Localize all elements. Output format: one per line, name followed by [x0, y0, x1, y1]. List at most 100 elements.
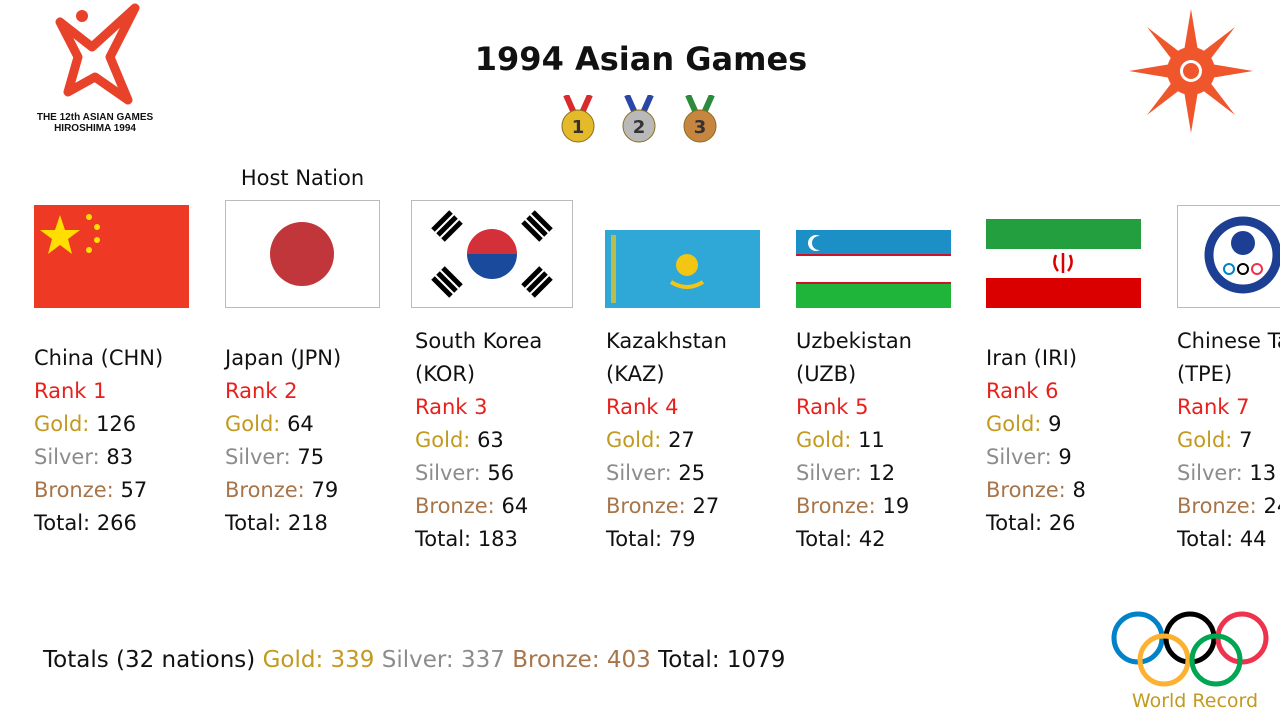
gold-label: Gold:	[796, 428, 852, 452]
medal	[561, 109, 595, 143]
total-row: Total: 218	[225, 507, 395, 540]
nation-card: China (CHN) Rank 1 Gold: 126 Silver: 83 Bron…	[34, 342, 204, 540]
bronze-row: Bronze: 19	[796, 490, 966, 523]
total-count: 183	[477, 527, 518, 551]
total-row: Total: 42	[796, 523, 966, 556]
nation-card: Iran (IRI) Rank 6 Gold: 9 Silver: 9 Bronze: …	[986, 342, 1156, 540]
total-row: Total: 79	[606, 523, 776, 556]
silver-label: Silver:	[796, 461, 862, 485]
medal-icons: 1 2 3	[561, 95, 717, 143]
nation-name: Japan (JPN)	[225, 346, 342, 370]
bronze-row: Bronze: 79	[225, 474, 395, 507]
gold-count: 64	[287, 412, 314, 436]
rank: Rank 5	[796, 395, 869, 419]
flag-japan	[225, 200, 380, 308]
logo-text: HIROSHIMA 1994	[54, 123, 136, 134]
total-label: Total:	[415, 527, 472, 551]
gold-label: Gold:	[262, 647, 324, 673]
gold-count: 9	[1048, 412, 1062, 436]
bronze-label: Bronze:	[1177, 494, 1257, 518]
total-label: Total:	[606, 527, 663, 551]
total-count: 26	[1048, 511, 1076, 535]
gold-label: Gold:	[606, 428, 662, 452]
total-count: 44	[1239, 527, 1267, 551]
nation-card: Kazakhstan (KAZ) Rank 4 Gold: 27 Silver: 25…	[606, 325, 776, 556]
silver-label: Silver:	[415, 461, 481, 485]
bronze-sum: 403	[606, 647, 651, 673]
footer-gold: Gold: 339	[263, 647, 375, 673]
silver-label: Silver:	[225, 445, 291, 469]
flag-china	[34, 205, 189, 308]
bronze-count: 57	[120, 478, 148, 502]
nation-name: Uzbekistan (UZB)	[796, 329, 912, 386]
bronze-label: Bronze:	[512, 647, 600, 673]
medal-number: 2	[633, 117, 646, 138]
gold-row: Gold: 27	[606, 424, 776, 457]
gold-row: Gold: 9	[986, 408, 1156, 441]
silver-row: Silver: 56	[415, 457, 585, 490]
gold-label: Gold:	[1177, 428, 1233, 452]
silver-count: 12	[868, 461, 896, 485]
gold-row: Gold: 64	[225, 408, 395, 441]
rank: Rank 3	[415, 395, 488, 419]
silver-label: Silver:	[986, 445, 1052, 469]
total-count: 266	[96, 511, 137, 535]
rank: Rank 7	[1177, 395, 1250, 419]
bronze-count: 64	[501, 494, 529, 518]
footer-silver: Silver: 337	[382, 647, 505, 673]
gold-label: Gold:	[986, 412, 1042, 436]
total-row: Total: 44	[1177, 523, 1280, 556]
title: 1994 Asian Games	[474, 40, 808, 78]
silver-count: 83	[106, 445, 134, 469]
gold-label: Gold:	[415, 428, 471, 452]
medal-ribbon	[563, 95, 593, 115]
silver-count: 75	[297, 445, 325, 469]
gold-row: Gold: 63	[415, 424, 585, 457]
medal-ribbon	[624, 95, 654, 115]
olympic-rings	[1111, 611, 1269, 687]
rank: Rank 1	[34, 379, 107, 403]
silver-row: Silver: 25	[606, 457, 776, 490]
medal-number: 3	[694, 117, 707, 138]
gold-sum: 339	[330, 647, 375, 673]
silver-row: Silver: 83	[34, 441, 204, 474]
total-count: 42	[858, 527, 886, 551]
gold-count: 11	[858, 428, 885, 452]
flag-chinese-taipei	[1177, 205, 1280, 308]
gold-count: 126	[96, 412, 137, 436]
silver-label: Silver:	[34, 445, 100, 469]
nation-name: Chinese Taipei (TPE)	[1177, 329, 1280, 386]
silver-count: 9	[1058, 445, 1072, 469]
bronze-label: Bronze:	[606, 494, 686, 518]
total-row: Total: 266	[34, 507, 204, 540]
bronze-count: 8	[1072, 478, 1086, 502]
total-count: 79	[668, 527, 696, 551]
total-label: Total:	[1177, 527, 1234, 551]
bronze-count: 19	[882, 494, 910, 518]
rank: Rank 4	[606, 395, 679, 419]
total-sum: 1079	[726, 647, 786, 673]
flag-uzbekistan	[796, 230, 951, 308]
medal	[622, 109, 656, 143]
gold-count: 7	[1239, 428, 1253, 452]
total-label: Total:	[986, 511, 1043, 535]
bronze-row: Bronze: 24	[1177, 490, 1280, 523]
sun-logo	[1129, 9, 1253, 133]
host-note: Host Nation	[240, 166, 365, 190]
gold-label: Gold:	[34, 412, 90, 436]
logo-text: THE 12th ASIAN GAMES	[36, 112, 154, 123]
bronze-count: 79	[311, 478, 339, 502]
bronze-label: Bronze:	[796, 494, 876, 518]
rank: Rank 6	[986, 379, 1059, 403]
silver-label: Silver:	[1177, 461, 1243, 485]
bronze-count: 27	[692, 494, 720, 518]
nation-card: Uzbekistan (UZB) Rank 5 Gold: 11 Silver: 12…	[796, 325, 966, 556]
nation-name: Iran (IRI)	[986, 346, 1078, 370]
flag-iran	[986, 219, 1141, 308]
gold-row: Gold: 7	[1177, 424, 1280, 457]
silver-count: 25	[678, 461, 706, 485]
nation-name: Kazakhstan (KAZ)	[606, 329, 727, 386]
nation-card: Japan (JPN) Rank 2 Gold: 64 Silver: 75 Bronz…	[225, 342, 395, 540]
total-label: Total:	[225, 511, 282, 535]
